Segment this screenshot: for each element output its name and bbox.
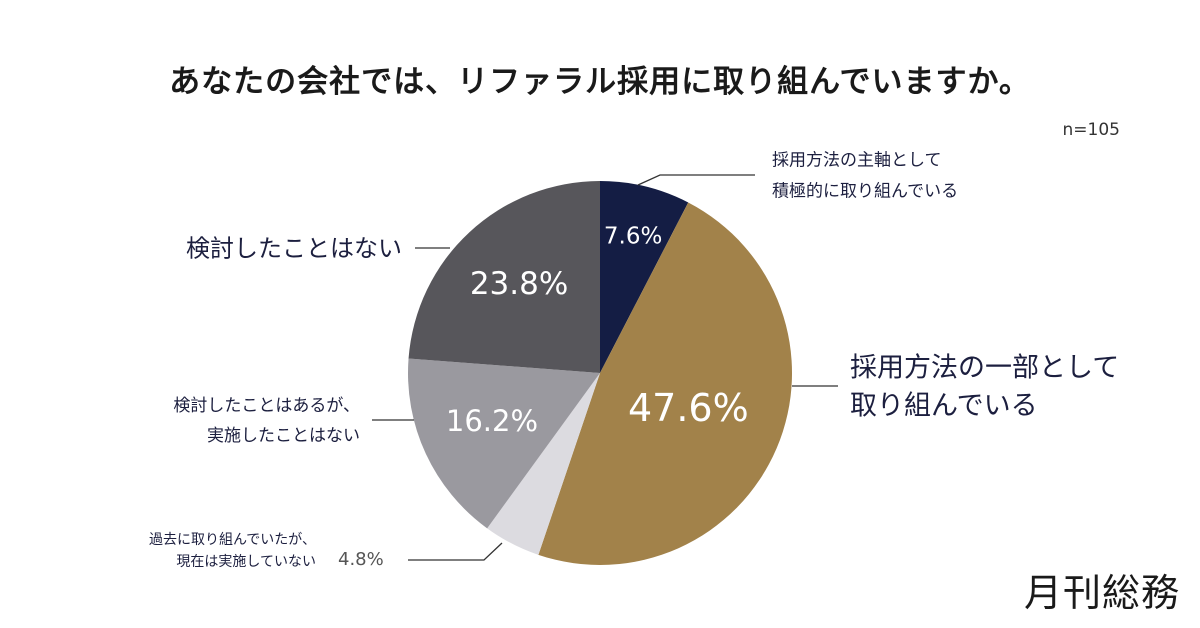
slice-category-label: 採用方法の一部として取り組んでいる	[850, 353, 1119, 422]
slice-percentage-label: 47.6%	[628, 386, 749, 430]
slice-category-label-line: 現在は実施していない	[176, 554, 316, 570]
slice-category-label-line: 過去に取り組んでいたが、	[149, 532, 316, 548]
slice-category-label: 採用方法の主軸として積極的に取り組んでいる	[772, 151, 958, 202]
slice-category-label-line: 検討したことはあるが、	[173, 396, 360, 416]
slice-category-label-line: 取り組んでいる	[850, 391, 1038, 422]
slice-category-label-line: 実施したことはない	[207, 426, 360, 446]
slice-category-label: 検討したことはない	[186, 235, 402, 263]
slice-category-label-line: 検討したことはない	[186, 235, 402, 263]
pie-slice	[408, 181, 600, 373]
publisher-logo: 月刊総務	[1023, 571, 1180, 615]
pie-slice	[600, 181, 689, 373]
slice-percentage-label: 16.2%	[446, 404, 538, 438]
sample-size: n=105	[1062, 120, 1120, 140]
slice-category-label: 過去に取り組んでいたが、現在は実施していない	[149, 532, 316, 570]
slice-percentage-label: 7.6%	[604, 223, 662, 249]
pie-slice	[408, 358, 600, 529]
slice-percentage-label: 4.8%	[338, 549, 384, 570]
leader-line	[637, 174, 755, 186]
chart-title: あなたの会社では、リファラル採用に取り組んでいますか。	[169, 64, 1031, 100]
pie-slice	[487, 373, 600, 555]
slice-category-label-line: 採用方法の一部として	[850, 353, 1119, 384]
slice-category-label-line: 積極的に取り組んでいる	[772, 182, 958, 202]
slice-category-label: 検討したことはあるが、実施したことはない	[173, 396, 360, 446]
slice-percentage-label: 23.8%	[470, 266, 568, 302]
slice-category-label-line: 採用方法の主軸として	[772, 151, 942, 171]
pie-slice	[538, 202, 793, 566]
leader-line	[408, 542, 503, 561]
